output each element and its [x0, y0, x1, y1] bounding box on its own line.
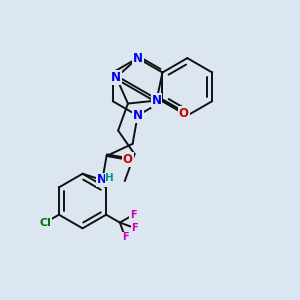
Text: N: N [133, 52, 142, 64]
Text: O: O [123, 153, 133, 166]
Text: N: N [97, 173, 107, 187]
Text: F: F [130, 210, 137, 220]
Text: N: N [111, 71, 121, 84]
Text: H: H [105, 173, 114, 183]
Text: F: F [122, 232, 129, 242]
Text: N: N [152, 94, 161, 107]
Text: Cl: Cl [39, 218, 51, 228]
Text: O: O [178, 107, 189, 120]
Text: N: N [133, 109, 142, 122]
Text: F: F [131, 223, 138, 233]
